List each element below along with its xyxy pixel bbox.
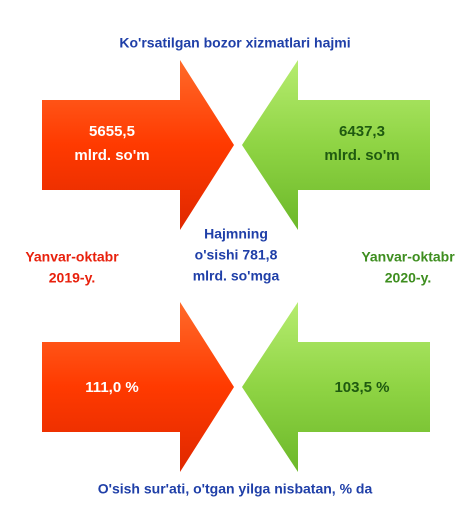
rate-value: 103,5 % — [334, 379, 389, 396]
volume-unit: mlrd. so'm — [324, 147, 399, 164]
green-arrow — [242, 302, 430, 472]
period-label: 2019-y. — [49, 270, 95, 286]
growth-label: Hajmning — [204, 226, 268, 242]
growth-label: o'sishi 781,8 — [195, 247, 278, 263]
growth-label: mlrd. so'mga — [193, 268, 280, 284]
period-label: Yanvar-oktabr — [25, 249, 119, 265]
period-label: Yanvar-oktabr — [361, 249, 455, 265]
red-arrow — [42, 302, 234, 472]
volume-value: 6437,3 — [339, 123, 385, 140]
rate-value: 111,0 % — [85, 379, 138, 396]
volume-unit: mlrd. so'm — [74, 147, 149, 164]
red-arrow — [42, 60, 234, 230]
title: Ko'rsatilgan bozor xizmatlari hajmi — [119, 35, 350, 51]
volume-value: 5655,5 — [89, 123, 135, 140]
period-label: 2020-y. — [385, 270, 431, 286]
green-arrow — [242, 60, 430, 230]
caption: O'sish sur'ati, o'tgan yilga nisbatan, %… — [98, 481, 373, 497]
